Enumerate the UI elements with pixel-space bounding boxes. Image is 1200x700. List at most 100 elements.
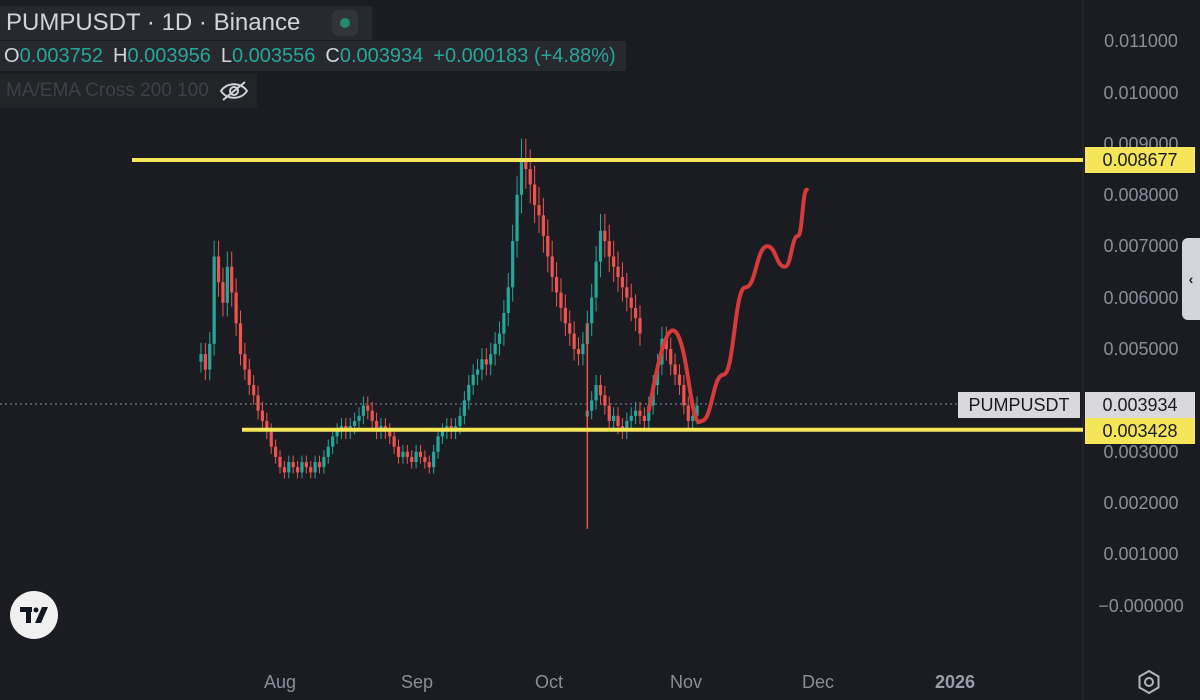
candle-body (480, 359, 484, 370)
candle-body (410, 456, 414, 463)
time-tick-label: Sep (400, 672, 434, 692)
candle-body (511, 241, 515, 288)
indicator-legend[interactable]: MA/EMA Cross 200 100 (0, 74, 257, 108)
market-status-icon[interactable] (332, 10, 359, 36)
candle-body (633, 410, 638, 416)
candle-body (629, 415, 633, 421)
candle-body (603, 395, 607, 406)
candle-body (418, 451, 423, 457)
candle-body (462, 400, 466, 416)
candle-body (581, 343, 585, 355)
candle-body (612, 256, 616, 267)
projection-path[interactable] (699, 187, 809, 423)
time-tick-label: Aug (263, 672, 297, 692)
candle-body (546, 235, 550, 257)
side-panel-toggle[interactable]: ‹ (1182, 238, 1200, 320)
candle-body (598, 384, 603, 396)
candle-body (677, 374, 682, 385)
candle-body (590, 400, 594, 411)
ohlc-low: L 0.003556 (220, 44, 316, 67)
candle-body (203, 354, 207, 370)
candle-body (287, 462, 291, 473)
candle-body (256, 395, 260, 411)
candle-body (541, 215, 545, 236)
candle-body (388, 431, 392, 437)
ohlc-high: H 0.003956 (112, 44, 211, 67)
candle-body (475, 369, 480, 375)
tv-mark-icon (20, 607, 48, 623)
candle-body (317, 462, 322, 468)
candle-body (695, 405, 699, 416)
price-tick-label: 0.001000 (1103, 544, 1179, 564)
candle-body (432, 451, 436, 468)
price-tick-label: 0.011000 (1104, 31, 1178, 51)
candle-body (467, 384, 471, 401)
candles-layer (199, 138, 699, 529)
eye-hidden-icon[interactable] (219, 80, 249, 102)
candle-body (620, 277, 625, 288)
candle-body (366, 405, 370, 411)
candle-body (331, 436, 335, 447)
candle-body (682, 384, 686, 406)
candle-body (669, 349, 673, 365)
candle-body (554, 277, 559, 293)
candle-body (616, 266, 620, 278)
candle-body (274, 446, 278, 457)
ohlc-open: O 0.003752 (4, 44, 103, 67)
candle-body (370, 410, 374, 421)
candle-body (576, 349, 581, 355)
candle-body (519, 158, 524, 195)
projection-hump[interactable] (646, 328, 704, 424)
candle-body (515, 194, 519, 242)
candle-body (537, 205, 541, 216)
price-tick-label: −0.000000 (1098, 596, 1184, 616)
price-tick-label: 0.005000 (1103, 339, 1179, 359)
candle-body (216, 256, 221, 283)
settings-icon[interactable] (1136, 669, 1162, 695)
candle-body (594, 384, 598, 401)
last-price-label: 0.003934 (1085, 392, 1195, 418)
candle-body (673, 364, 677, 375)
price-tick-label: 0.010000 (1103, 83, 1179, 103)
candle-body (638, 318, 642, 334)
candle-body (563, 307, 567, 324)
candle-body (260, 410, 265, 421)
symbol-title[interactable]: PUMPUSDT · 1D · Binance (6, 9, 301, 36)
candle-body (550, 256, 554, 278)
candle-body (282, 467, 286, 473)
candle-body (598, 230, 603, 262)
title-row[interactable]: PUMPUSDT · 1D · Binance (0, 6, 373, 40)
candle-body (309, 467, 313, 473)
candle-body (590, 297, 594, 324)
candle-body (326, 446, 330, 457)
indicator-name[interactable]: MA/EMA Cross 200 100 (6, 80, 209, 101)
candle-body (374, 420, 379, 432)
time-tick-label: Nov (669, 672, 703, 692)
expand-chevron-icon: ‹ (1188, 271, 1194, 287)
candle-body (559, 292, 563, 308)
time-tick-label: 2026 (934, 672, 976, 692)
candle-body (497, 333, 502, 344)
candle-body (225, 266, 229, 303)
candle-body (493, 343, 497, 355)
candle-body (353, 420, 357, 427)
candle-body (528, 169, 532, 185)
candle-body (208, 343, 212, 370)
price-tick-label: 0.003000 (1103, 442, 1179, 462)
candle-body (247, 369, 251, 385)
candle-body (234, 292, 238, 324)
candle-body (291, 462, 295, 468)
candle-body (269, 431, 273, 447)
candle-body (506, 287, 510, 314)
candle-body (607, 241, 611, 257)
candle-body (572, 333, 576, 349)
candle-body (638, 410, 642, 416)
candle-body (625, 420, 629, 432)
tradingview-logo-icon[interactable] (10, 591, 58, 639)
candle-body (357, 415, 361, 421)
candle-body (265, 420, 269, 432)
candle-body (252, 384, 256, 396)
candle-body (212, 256, 216, 344)
support-price-label: 0.003428 (1085, 418, 1195, 444)
